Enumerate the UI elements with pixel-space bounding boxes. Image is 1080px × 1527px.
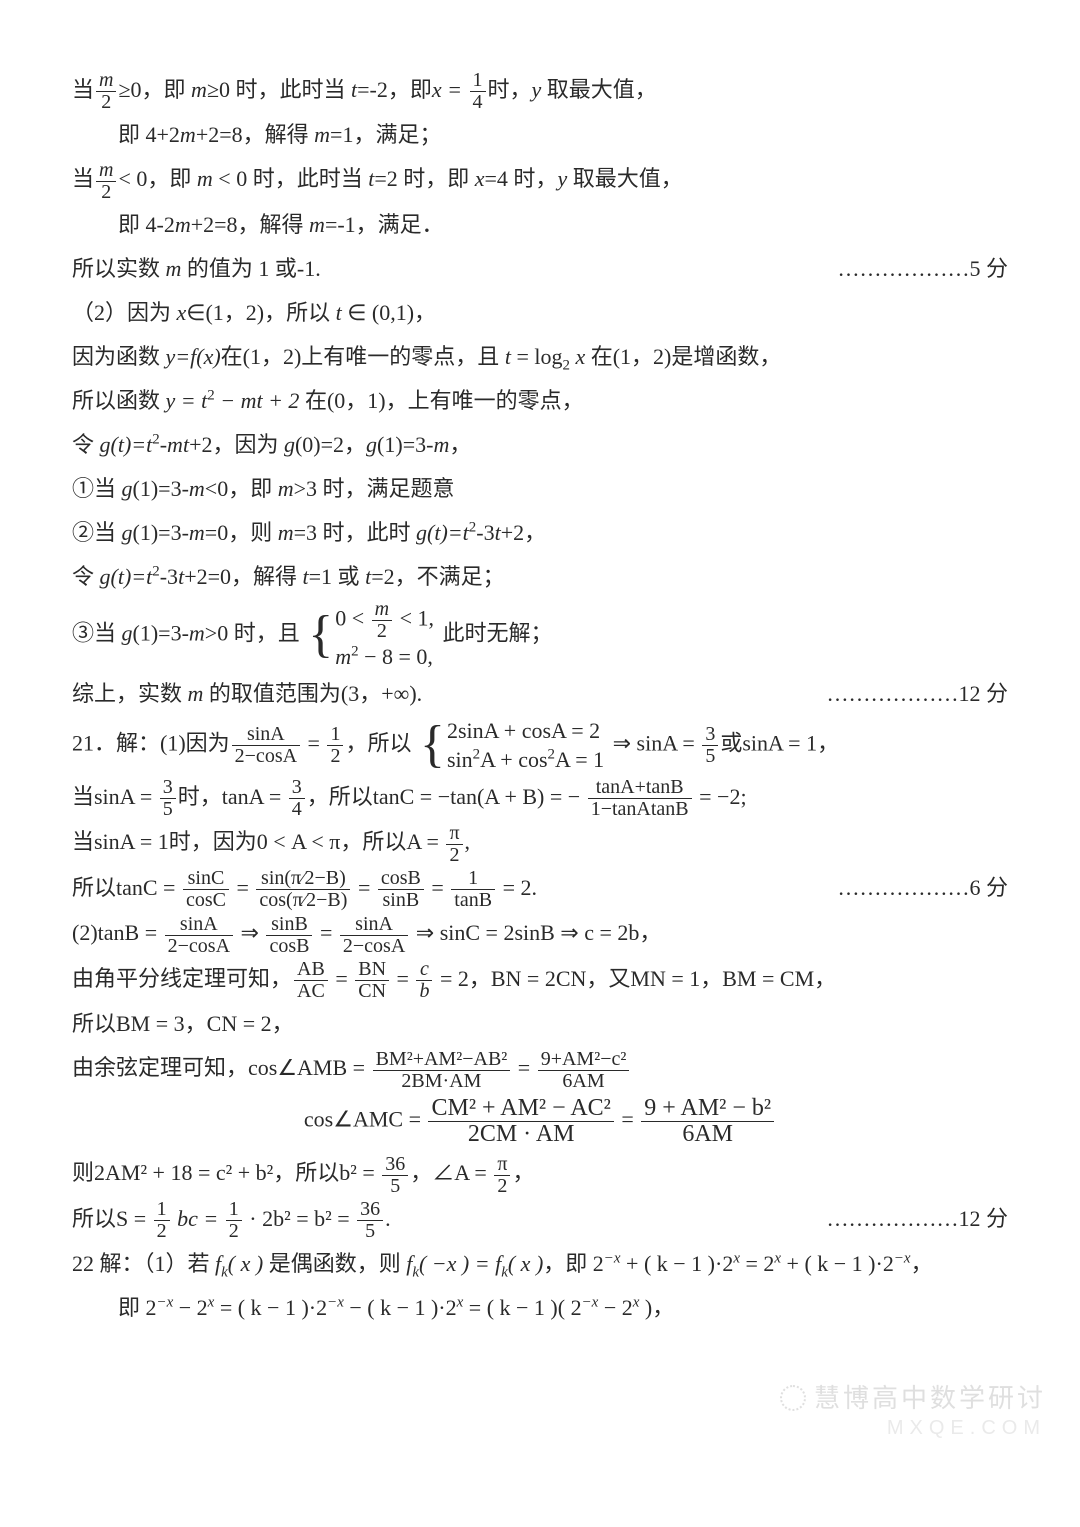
paragraph: 令 g(t)=t2-mt+2，因为 g(0)=2，g(1)=3-m，: [72, 423, 1008, 467]
watermark-icon: [780, 1385, 806, 1411]
paragraph: 当sinA = 1时，因为0 < A < π，所以A = π2,: [72, 820, 1008, 865]
paragraph: 即 4-2m+2=8，解得 m=-1，满足．: [72, 203, 1008, 247]
paragraph: 令 g(t)=t2-3t+2=0，解得 t=1 或 t=2，不满足；: [72, 555, 1008, 599]
paragraph: 当m2≥0，即 m≥0 时，此时当 t=-2，即x = 14时，y 取最大值，: [72, 68, 1008, 113]
paragraph: 所以BM = 3，CN = 2，: [72, 1002, 1008, 1046]
paragraph: ③当 g(1)=3-m>0 时，且 { 0 < m2 < 1, m2 − 8 =…: [72, 599, 1008, 672]
paragraph: 即 4+2m+2=8，解得 m=1，满足；: [72, 113, 1008, 157]
paragraph: 所以tanC = sinCcosC = sin(π⁄2−B)cos(π⁄2−B)…: [72, 866, 537, 911]
paragraph: ②当 g(1)=3-m=0，则 m=3 时，此时 g(t)=t2-3t+2，: [72, 511, 1008, 555]
centered-equation: cos∠AMC = CM² + AM² − AC²2CM · AM = 9 + …: [72, 1092, 1008, 1151]
paragraph: ①当 g(1)=3-m<0，即 m>3 时，满足题意: [72, 467, 1008, 511]
paragraph: 由余弦定理可知，cos∠AMB = BM²+AM²−AB²2BM·AM = 9+…: [72, 1046, 1008, 1091]
paragraph: 综上，实数 m 的取值范围为(3，+∞).: [72, 672, 422, 716]
paragraph: 所以实数 m 的值为 1 或-1.: [72, 247, 321, 291]
equation-system: { 0 < m2 < 1, m2 − 8 = 0,: [308, 599, 434, 672]
paragraph: (2)tanB = sinA2−cosA ⇒ sinBcosB = sinA2−…: [72, 911, 1008, 956]
watermark-secondary: MXQE.COM: [887, 1408, 1046, 1448]
score-label: ………………6 分: [813, 866, 1008, 910]
paragraph: 当m2< 0，即 m < 0 时，此时当 t=2 时，即 x=4 时，y 取最大…: [72, 157, 1008, 202]
paragraph: 则2AM² + 18 = c² + b²，所以b² = 365，∠A = π2，: [72, 1151, 1008, 1196]
paragraph: 所以S = 12 bc = 12 · 2b² = b² = 365.: [72, 1197, 391, 1242]
score-row: 所以S = 12 bc = 12 · 2b² = b² = 365. ………………: [72, 1197, 1008, 1242]
score-label: ………………5 分: [813, 247, 1008, 291]
score-label: ………………12 分: [802, 1197, 1008, 1241]
paragraph: 即 2−x − 2x = ( k − 1 )·2−x − ( k − 1 )·2…: [72, 1286, 1008, 1330]
paragraph: 21．解：(1)因为sinA2−cosA = 12，所以 { 2sinA + c…: [72, 716, 1008, 775]
score-row: 所以实数 m 的值为 1 或-1. ………………5 分: [72, 247, 1008, 291]
paragraph: 所以函数 y = t2 − mt + 2 在(0，1)，上有唯一的零点，: [72, 379, 1008, 423]
paragraph: （2）因为 x∈(1，2)，所以 t ∈ (0,1)，: [72, 291, 1008, 335]
equation-system: { 2sinA + cosA = 2 sin2A + cos2A = 1: [420, 716, 604, 775]
watermark: 慧博高中数学研讨: [780, 1372, 1046, 1424]
paragraph: 当sinA = 35时，tanA = 34，所以tanC = −tan(A + …: [72, 775, 1008, 820]
score-row: 综上，实数 m 的取值范围为(3，+∞). ………………12 分: [72, 672, 1008, 716]
paragraph: 由角平分线定理可知，ABAC = BNCN = cb = 2，BN = 2CN，…: [72, 957, 1008, 1002]
score-label: ………………12 分: [802, 672, 1008, 716]
score-row: 所以tanC = sinCcosC = sin(π⁄2−B)cos(π⁄2−B)…: [72, 866, 1008, 911]
paragraph: 22 解：（1）若 fk( x ) 是偶函数，则 fk( −x ) = fk( …: [72, 1242, 1008, 1286]
paragraph: 因为函数 y=f(x)在(1，2)上有唯一的零点，且 t = log2 x 在(…: [72, 335, 1008, 379]
